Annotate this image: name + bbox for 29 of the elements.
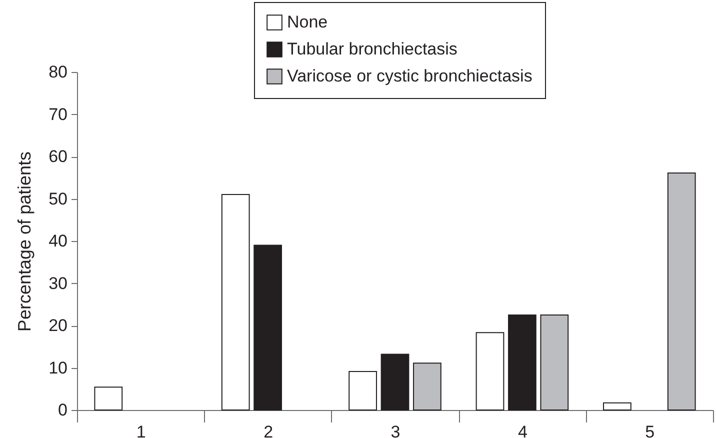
- y-tick-label: 0: [58, 400, 68, 420]
- x-tick-label: 5: [645, 422, 655, 438]
- y-tick-label: 50: [48, 189, 68, 208]
- y-tick-label: 40: [48, 232, 68, 250]
- bar: [667, 172, 696, 410]
- bar: [254, 244, 282, 410]
- x-tick-label: 1: [136, 422, 146, 438]
- legend-label: Tubular bronchiectasis: [287, 40, 458, 58]
- bar: [476, 332, 504, 410]
- x-tick-label: 4: [518, 422, 528, 438]
- bar: [380, 354, 410, 410]
- y-axis-title: Percentage of patients: [14, 151, 35, 332]
- y-tick-label: 60: [48, 147, 68, 166]
- bar: [603, 402, 632, 410]
- legend-label: Varicose or cystic bronchiectasis: [287, 66, 532, 86]
- bar: [221, 194, 250, 410]
- legend-label: None: [287, 12, 328, 32]
- y-tick-label: 30: [48, 274, 68, 293]
- bar: [540, 314, 569, 410]
- bar: [348, 371, 377, 410]
- x-tick-label: 3: [390, 422, 400, 438]
- bar: [508, 314, 536, 410]
- y-tick-label: 10: [48, 358, 68, 378]
- x-tick-label: 2: [264, 422, 274, 438]
- y-tick-label: 20: [48, 316, 68, 335]
- y-tick-label: 70: [48, 104, 68, 124]
- bar: [94, 386, 123, 410]
- y-tick-label: 80: [48, 62, 68, 82]
- bar: [413, 362, 442, 410]
